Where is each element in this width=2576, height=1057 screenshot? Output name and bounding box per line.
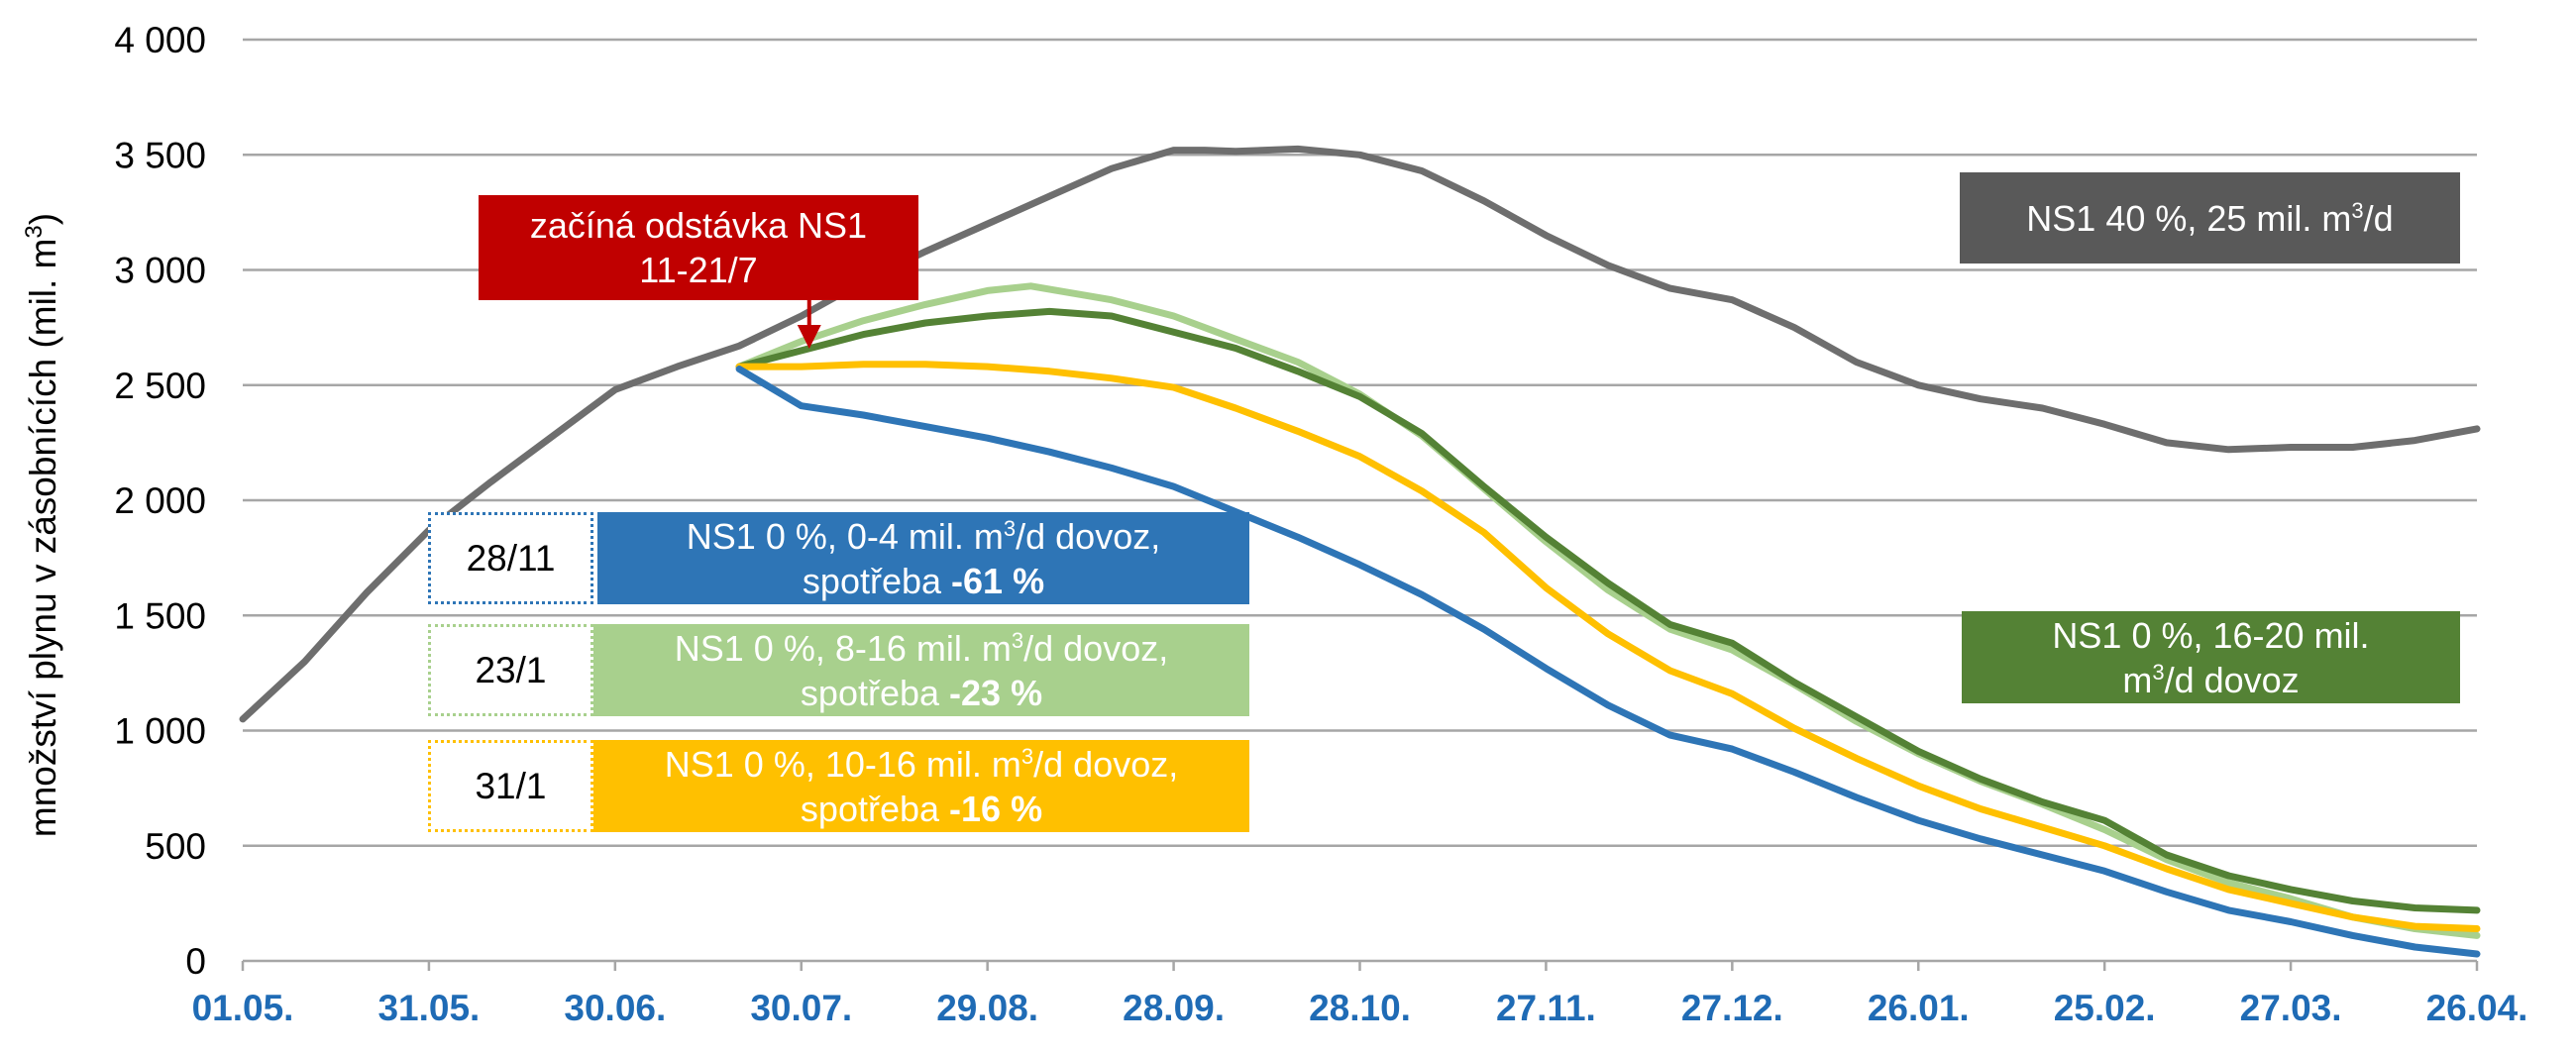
series-line-2 — [735, 282, 2481, 939]
x-tick-label: 27.12. — [1681, 988, 1783, 1028]
blue-label-line1: NS1 0 %, 0-4 mil. m3/d dovoz, — [686, 515, 1161, 557]
x-tick-label: 29.08. — [936, 988, 1038, 1028]
x-tick-label: 01.05. — [192, 988, 294, 1028]
y-tick-label: 1 500 — [114, 595, 206, 636]
y-axis-ticks: 0 500 1 000 1 500 2 000 2 500 3 000 3 500 4 000 — [114, 20, 206, 982]
y-tick-label: 0 — [185, 941, 206, 982]
series-line-5 — [735, 366, 2481, 958]
outage-label-line2: 11-21/7 — [639, 250, 758, 290]
lightgreen-scenario-tag: 23/1 — [428, 624, 593, 716]
series-lines — [239, 145, 2481, 958]
yellow-label-line1: NS1 0 %, 10-16 mil. m3/d dovoz, — [664, 743, 1179, 785]
outage-arrow — [797, 300, 821, 349]
green-label-line2: m3/d dovoz — [2122, 659, 2300, 700]
outage-label-line1: začíná odstávka NS1 — [529, 205, 868, 246]
outage-label: začíná odstávka NS1 11-21/7 — [479, 195, 918, 300]
gray-scenario-label: NS1 40 %, 25 mil. m3/d — [1960, 172, 2460, 264]
y-tick-label: 1 000 — [114, 711, 206, 752]
x-tick-label: 28.09. — [1123, 988, 1225, 1028]
green-label-line1: NS1 0 %, 16-20 mil. — [2052, 614, 2370, 656]
y-tick-label: 500 — [145, 826, 206, 867]
x-tick-label: 26.04. — [2426, 988, 2528, 1028]
lightgreen-label-line1: NS1 0 %, 8-16 mil. m3/d dovoz, — [674, 627, 1169, 669]
yellow-scenario-label: NS1 0 %, 10-16 mil. m3/d dovoz, spotřeba… — [593, 740, 1249, 832]
x-tick-label: 31.05. — [377, 988, 480, 1028]
lightgreen-label-line2: spotřeba -23 % — [800, 672, 1043, 713]
series-line-4 — [735, 361, 2481, 932]
blue-scenario-label: NS1 0 %, 0-4 mil. m3/d dovoz, spotřeba -… — [597, 512, 1249, 604]
blue-label-line2: spotřeba -61 % — [802, 560, 1045, 601]
y-tick-label: 3 500 — [114, 135, 206, 175]
x-tick-label: 26.01. — [1868, 988, 1970, 1028]
y-tick-label: 2 500 — [114, 366, 206, 406]
x-tick-label: 28.10. — [1309, 988, 1411, 1028]
series-line-1 — [239, 145, 2481, 723]
blue-scenario-tag: 28/11 — [428, 512, 593, 604]
series-line-3 — [735, 307, 2481, 914]
x-axis-ticks: 01.05. 31.05. 30.06. 30.07. 29.08. 28.09. 28.1… — [192, 961, 2528, 1028]
yellow-scenario-tag: 31/1 — [428, 740, 593, 832]
x-tick-label: 27.11. — [1496, 988, 1596, 1028]
y-tick-label: 3 000 — [114, 251, 206, 291]
y-tick-label: 2 000 — [114, 480, 206, 521]
x-tick-label: 27.03. — [2240, 988, 2342, 1028]
x-tick-label: 30.07. — [750, 988, 852, 1028]
green-scenario-label: NS1 0 %, 16-20 mil. m3/d dovoz — [1962, 611, 2460, 703]
y-axis-label: množství plynu v zásobnících (mil. m3) — [21, 213, 63, 837]
y-tick-label: 4 000 — [114, 20, 206, 60]
x-tick-label: 30.06. — [564, 988, 666, 1028]
x-tick-label: 25.02. — [2054, 988, 2156, 1028]
yellow-label-line2: spotřeba -16 % — [800, 788, 1043, 829]
gray-label-text: NS1 40 %, 25 mil. m3/d — [2026, 197, 2394, 239]
lightgreen-scenario-label: NS1 0 %, 8-16 mil. m3/d dovoz, spotřeba … — [593, 624, 1249, 716]
